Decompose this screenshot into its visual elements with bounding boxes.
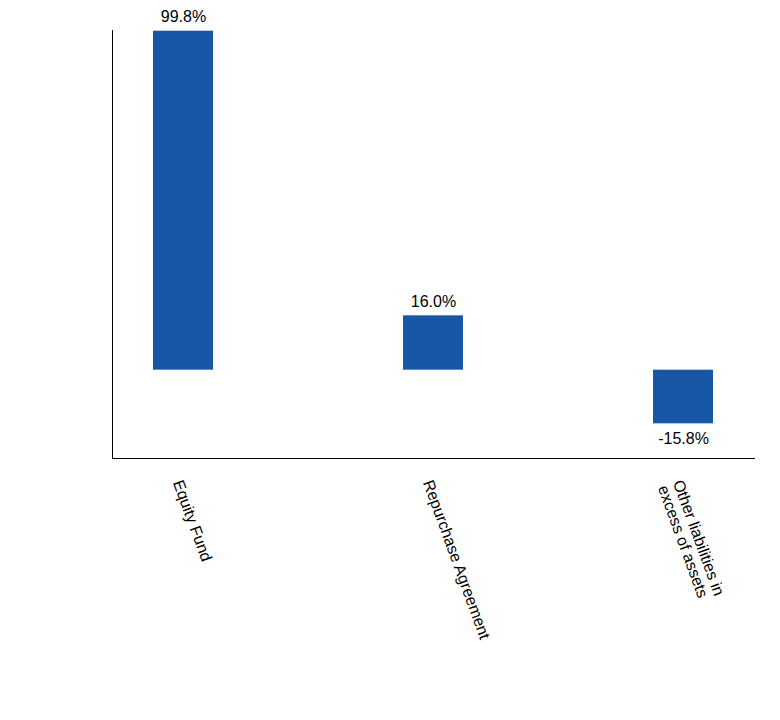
svg-text:-15.8%: -15.8% [658,430,709,447]
svg-text:Repurchase Agreement: Repurchase Agreement [420,478,494,642]
svg-text:99.8%: 99.8% [161,8,206,25]
svg-text:Equity Fund: Equity Fund [170,478,215,564]
svg-text:16.0%: 16.0% [411,293,456,310]
svg-text:Other liabilities inexcess of: Other liabilities inexcess of assets [655,478,728,604]
